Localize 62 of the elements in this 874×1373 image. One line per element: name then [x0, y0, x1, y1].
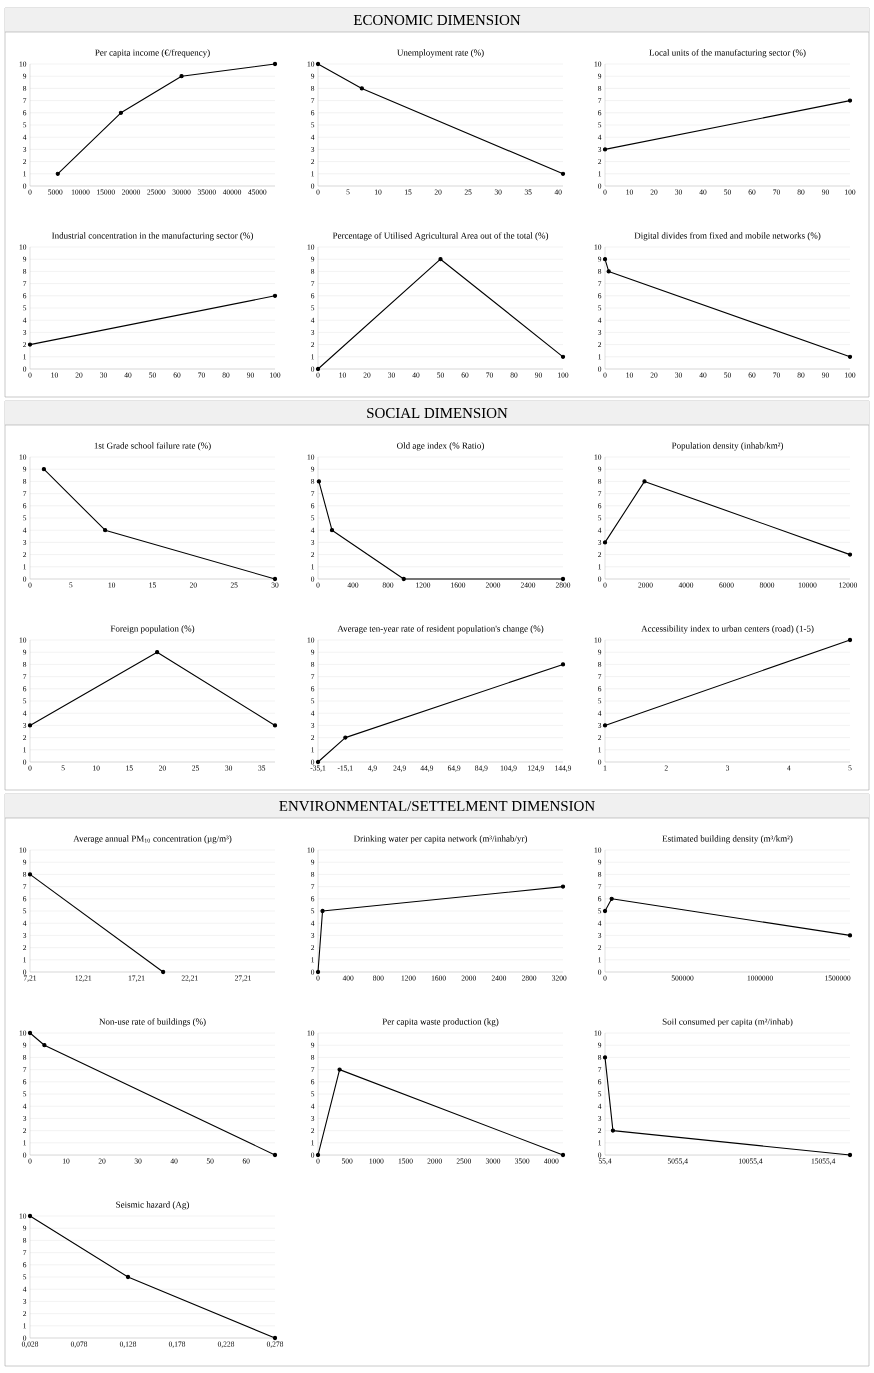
point	[847, 552, 853, 557]
point	[560, 662, 566, 667]
point	[847, 1152, 853, 1158]
point	[118, 110, 124, 115]
chart-title: Average annual PM$_{10}$ concentration (µg/m³)	[73, 835, 232, 844]
point	[272, 576, 278, 582]
chart-title: Foreign population (%)	[110, 625, 195, 634]
point	[316, 479, 322, 484]
point	[560, 884, 566, 889]
text: ECONOMIC DIMENSION	[353, 14, 521, 26]
point	[847, 354, 853, 359]
chart-title: Percentage of Utilised Agricultural Area out of the total (%)	[332, 232, 549, 241]
point	[602, 1055, 608, 1060]
point	[560, 354, 566, 359]
point	[27, 1213, 33, 1219]
point	[610, 1128, 616, 1133]
point	[55, 171, 60, 176]
point	[602, 257, 608, 262]
point	[606, 269, 611, 274]
chart-title: Old age index (% Ratio)	[397, 442, 484, 451]
point	[320, 908, 325, 914]
point	[359, 86, 364, 91]
chart-title: Soil consumed per capita (m²/inhab)	[662, 1018, 793, 1027]
point	[609, 896, 614, 901]
point	[602, 540, 608, 545]
chart-title: Accessibility index to urban centers (road) (1-5)	[641, 625, 814, 634]
chart-title: Digital divides from fixed and mobile networks (%)	[634, 232, 821, 241]
chart-title: Estimated building density (m³/km²)	[662, 835, 793, 844]
point	[642, 479, 647, 484]
point	[272, 1335, 278, 1341]
text: ENVIRONMENTAL/SETTELMENT DIMENSION	[279, 800, 595, 812]
point	[41, 467, 47, 472]
point	[343, 735, 348, 740]
point	[102, 528, 108, 533]
chart-title: Seismic hazard (Ag)	[116, 1201, 189, 1210]
chart-title: Population density (inhab/km²)	[671, 442, 784, 451]
chart-title: Per capita income (€/frequency)	[95, 49, 210, 58]
point	[560, 171, 566, 176]
point	[602, 908, 608, 914]
chart-title: 1st Grade school failure rate (%)	[94, 442, 211, 451]
point	[272, 1152, 278, 1158]
chart-title: Per capita waste production (kg)	[382, 1018, 499, 1027]
point	[401, 576, 406, 582]
point	[125, 1274, 131, 1280]
point	[847, 933, 853, 938]
chart-title: Local units of the manufacturing sector (%)	[649, 49, 806, 58]
point	[329, 528, 335, 533]
point	[27, 1030, 33, 1036]
point	[179, 74, 184, 79]
chart-title: Industrial concentration in the manufacturing sector (%)	[51, 232, 253, 241]
chart-title: Drinking water per capita network (m³/inhab/yr)	[353, 835, 527, 844]
point	[315, 366, 321, 372]
point	[560, 576, 566, 582]
point	[438, 257, 443, 262]
point	[42, 1043, 47, 1048]
point	[315, 61, 321, 67]
chart-title: Average ten-year rate of resident population's change (%)	[337, 625, 544, 634]
point	[315, 969, 321, 975]
chart-title: Non-use rate of buildings (%)	[99, 1018, 206, 1027]
point	[272, 61, 278, 67]
chart-title: Unemployment rate (%)	[397, 49, 484, 58]
text: SOCIAL DIMENSION	[367, 407, 508, 419]
